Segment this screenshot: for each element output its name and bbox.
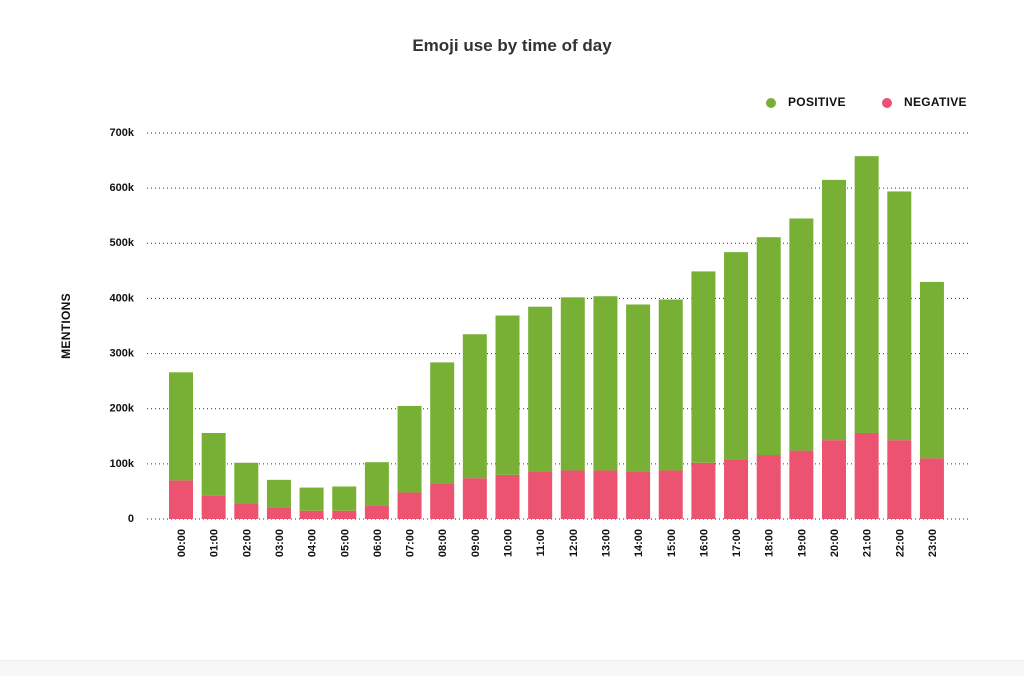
bar-positive-0800[interactable] [430,362,455,484]
x-tick-label: 11:00 [535,529,547,557]
x-tick-label: 21:00 [862,529,874,557]
bar-positive-0400[interactable] [299,487,324,511]
y-tick-label: 300k [110,347,135,359]
x-tick-label: 00:00 [176,529,188,557]
x-tick-label: 04:00 [307,529,319,557]
x-tick-label: 06:00 [372,529,384,557]
bar-positive-1200[interactable] [560,297,585,471]
x-axis-ticks: 00:00 01:00 02:00 03:00 04:00 05:00 06:00 07:00… [176,529,939,557]
bar-positive-1000[interactable] [495,315,520,475]
bar-negative-1600[interactable] [691,462,716,519]
x-tick-label: 01:00 [209,529,221,557]
bar-negative-2300[interactable] [919,458,944,519]
bar-negative-1100[interactable] [528,471,553,519]
bar-positive-0900[interactable] [462,334,487,479]
x-tick-label: 20:00 [829,529,841,557]
bar-negative-2000[interactable] [822,440,846,519]
bar-negative-0300[interactable] [266,507,291,519]
x-tick-label: 13:00 [600,529,612,557]
x-tick-label: 16:00 [698,529,710,557]
bar-positive-1700[interactable] [724,252,749,460]
bar-negative-1900[interactable] [789,450,814,519]
bar-positive-2000[interactable] [822,179,846,441]
bar-positive-0200[interactable] [234,462,259,504]
y-tick-label: 100k [110,458,135,470]
bar-negative-0900[interactable] [462,478,487,519]
x-tick-label: 08:00 [437,529,449,557]
x-tick-label: 17:00 [731,529,743,557]
bar-negative-1500[interactable] [658,470,683,519]
chart-title: Emoji use by time of day [412,36,612,55]
bar-negative-1800[interactable] [756,455,781,519]
bar-negative-0800[interactable] [430,483,455,519]
y-tick-label: 600k [110,182,135,194]
bar-negative-0600[interactable] [364,505,389,519]
bar-positive-2300[interactable] [919,281,944,459]
x-tick-label: 19:00 [796,529,808,557]
bar-positive-1300[interactable] [593,296,618,471]
bar-positive-1100[interactable] [528,306,553,472]
y-tick-label: 0 [128,513,134,525]
bars [169,156,944,519]
x-tick-label: 09:00 [470,529,482,557]
bar-positive-0000[interactable] [169,372,193,481]
legend-marker-positive [766,98,776,108]
x-tick-label: 02:00 [241,529,253,557]
legend-label-negative: NEGATIVE [904,95,967,109]
bar-positive-0700[interactable] [397,405,422,493]
legend-marker-negative [882,98,892,108]
bar-positive-1900[interactable] [789,218,814,451]
x-tick-label: 10:00 [503,529,515,557]
bar-negative-0100[interactable] [201,495,226,519]
bar-negative-1200[interactable] [560,470,585,519]
bar-negative-0000[interactable] [169,480,193,519]
x-tick-label: 12:00 [568,529,580,557]
bar-positive-0300[interactable] [266,479,291,508]
x-tick-label: 05:00 [339,529,351,557]
bar-positive-1600[interactable] [691,271,716,463]
bar-positive-2200[interactable] [887,191,912,441]
bar-positive-2100[interactable] [854,156,879,433]
x-tick-label: 14:00 [633,529,645,557]
bar-positive-1800[interactable] [756,237,781,456]
bar-negative-0500[interactable] [332,510,357,519]
bar-negative-0200[interactable] [234,503,259,519]
y-tick-label: 700k [110,127,135,139]
bar-positive-0500[interactable] [332,486,357,511]
y-axis-title: MENTIONS [59,293,73,359]
x-tick-label: 23:00 [927,529,939,557]
bar-positive-1500[interactable] [658,299,683,471]
y-axis-ticks: 0 100k 200k 300k 400k 500k 600k 700k [110,127,135,525]
x-tick-label: 03:00 [274,529,286,557]
x-tick-label: 15:00 [666,529,678,557]
x-tick-label: 07:00 [405,529,417,557]
bar-negative-0400[interactable] [299,510,324,519]
bar-positive-0600[interactable] [364,462,389,506]
y-tick-label: 200k [110,403,135,415]
legend-label-positive: POSITIVE [788,95,846,109]
bar-negative-2100[interactable] [854,432,879,519]
x-tick-label: 18:00 [764,529,776,557]
bar-negative-1400[interactable] [626,471,651,519]
bar-positive-0100[interactable] [201,432,226,496]
bar-positive-1400[interactable] [626,304,651,472]
y-tick-label: 500k [110,237,135,249]
bar-negative-1700[interactable] [724,459,749,519]
bar-negative-1000[interactable] [495,474,520,519]
bar-negative-0700[interactable] [397,492,422,519]
legend: POSITIVE NEGATIVE [766,95,967,109]
x-tick-label: 22:00 [894,529,906,557]
y-tick-label: 400k [110,292,135,304]
bar-negative-2200[interactable] [887,440,912,519]
bar-negative-1300[interactable] [593,470,618,519]
footer-strip [0,660,1024,676]
